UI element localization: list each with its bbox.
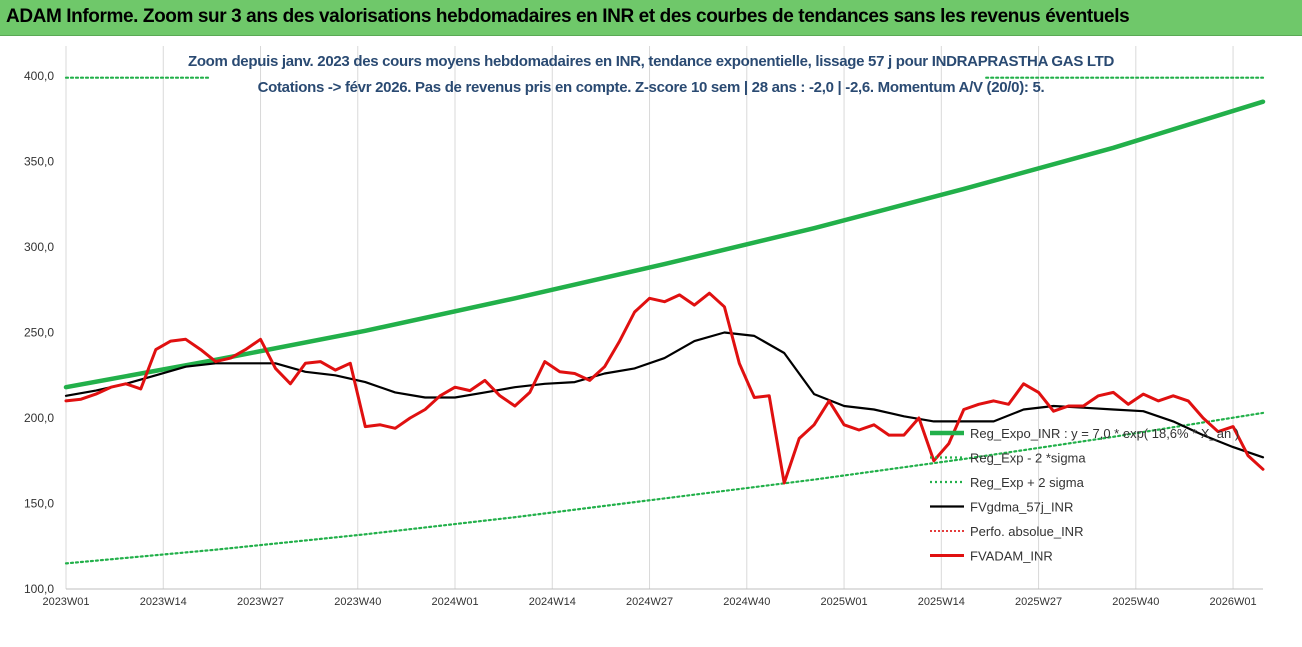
- legend-label: FVADAM_INR: [970, 549, 1053, 564]
- y-tick-label: 400,0: [24, 69, 54, 83]
- x-tick-label: 2024W40: [723, 596, 770, 608]
- x-tick-label: 2023W27: [237, 596, 284, 608]
- x-tick-label: 2023W14: [140, 596, 187, 608]
- y-tick-label: 150,0: [24, 497, 54, 511]
- y-tick-label: 200,0: [24, 411, 54, 425]
- legend-label: Perfo. absolue_INR: [970, 524, 1083, 539]
- x-tick-label: 2024W27: [626, 596, 673, 608]
- chart-legend: Reg_Expo_INR : y = 7,0 * exp( 18,6% * X_…: [930, 426, 1239, 564]
- y-tick-label: 100,0: [24, 582, 54, 596]
- y-tick-label: 350,0: [24, 155, 54, 169]
- legend-label: Reg_Exp - 2 *sigma: [970, 451, 1086, 466]
- x-tick-label: 2023W01: [42, 596, 89, 608]
- x-tick-label: 2025W01: [821, 596, 868, 608]
- x-tick-label: 2024W14: [529, 596, 576, 608]
- chart-grid: [65, 46, 1234, 589]
- x-tick-label: 2023W40: [334, 596, 381, 608]
- x-tick-label: 2026W01: [1210, 596, 1257, 608]
- legend-label: FVgdma_57j_INR: [970, 500, 1073, 515]
- report-banner-title: ADAM Informe. Zoom sur 3 ans des valoris…: [6, 6, 1130, 27]
- legend-label: Reg_Exp + 2 sigma: [970, 475, 1085, 490]
- y-tick-label: 300,0: [24, 240, 54, 254]
- chart-axes: 2023W01 2023W14 2023W27 2023W40 2024W01 2024W…: [24, 69, 1263, 608]
- x-tick-label: 2025W27: [1015, 596, 1062, 608]
- report-banner: ADAM Informe. Zoom sur 3 ans des valoris…: [0, 0, 1302, 36]
- series-line: [63, 99, 1266, 390]
- x-tick-label: 2025W40: [1112, 596, 1159, 608]
- chart-series: [63, 76, 1266, 565]
- series-line: [64, 411, 1265, 565]
- series-line: [64, 291, 1265, 485]
- chart-title-line-1: Zoom depuis janv. 2023 des cours moyens …: [187, 53, 1115, 70]
- chart-title-line-2: Cotations -> févr 2026. Pas de revenus p…: [257, 79, 1045, 96]
- x-tick-label: 2024W01: [431, 596, 478, 608]
- x-tick-label: 2025W14: [918, 596, 965, 608]
- legend-label: Reg_Expo_INR : y = 7,0 * exp( 18,6% * X_…: [970, 426, 1239, 441]
- y-tick-label: 250,0: [24, 326, 54, 340]
